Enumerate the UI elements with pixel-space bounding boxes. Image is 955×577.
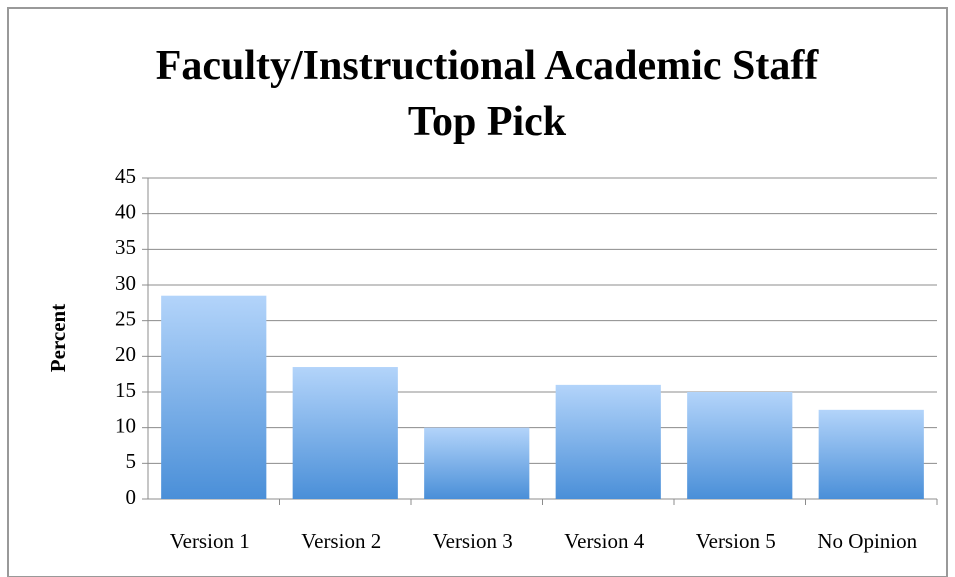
y-tick-label: 25 bbox=[115, 306, 136, 330]
y-tick-label: 45 bbox=[115, 164, 136, 188]
x-tick-label: Version 2 bbox=[301, 529, 381, 553]
bar bbox=[161, 295, 267, 499]
y-tick-label: 0 bbox=[126, 485, 137, 509]
y-tick-label: 35 bbox=[115, 235, 136, 259]
y-tick-label: 15 bbox=[115, 378, 136, 402]
bar bbox=[818, 409, 924, 499]
x-tick-label: No Opinion bbox=[817, 529, 917, 553]
y-tick-label: 10 bbox=[115, 413, 136, 437]
x-tick-label: Version 4 bbox=[564, 529, 644, 553]
y-tick-label: 40 bbox=[115, 199, 136, 223]
bar bbox=[687, 392, 793, 499]
chart-title: Faculty/Instructional Academic Staff Top… bbox=[155, 43, 840, 145]
bar bbox=[555, 384, 661, 499]
x-tick-label: Version 5 bbox=[696, 529, 776, 553]
bar bbox=[292, 367, 398, 499]
x-tick-label: Version 1 bbox=[170, 529, 250, 553]
x-tick-label: Version 3 bbox=[433, 529, 513, 553]
y-tick-label: 30 bbox=[115, 271, 136, 295]
frame bbox=[7, 7, 948, 577]
y-axis-label: Percent bbox=[46, 304, 70, 372]
bar bbox=[424, 427, 530, 499]
y-tick-label: 20 bbox=[115, 342, 136, 366]
y-tick-label: 5 bbox=[126, 449, 137, 473]
